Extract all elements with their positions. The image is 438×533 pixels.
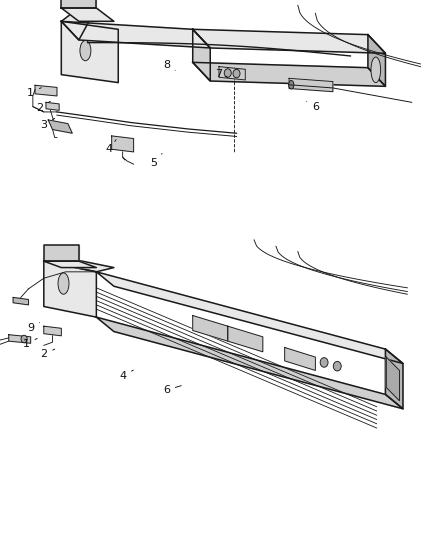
Polygon shape [385, 349, 403, 409]
Polygon shape [9, 335, 31, 343]
Text: 9: 9 [27, 322, 39, 333]
Polygon shape [228, 326, 263, 352]
Ellipse shape [58, 273, 69, 294]
Text: 5: 5 [150, 154, 162, 167]
Text: 2: 2 [40, 349, 55, 359]
Polygon shape [44, 261, 96, 317]
Circle shape [333, 361, 341, 371]
Text: 8: 8 [163, 60, 175, 70]
Polygon shape [44, 245, 79, 261]
Text: 2: 2 [36, 101, 50, 112]
Text: 3: 3 [40, 118, 55, 130]
Text: 6: 6 [307, 101, 319, 111]
Polygon shape [193, 29, 210, 81]
Text: 1: 1 [23, 338, 37, 349]
Polygon shape [46, 102, 59, 110]
Circle shape [224, 69, 231, 77]
Polygon shape [386, 357, 399, 401]
Polygon shape [285, 348, 315, 370]
Polygon shape [61, 21, 210, 48]
Ellipse shape [371, 57, 381, 83]
Polygon shape [61, 8, 114, 21]
Polygon shape [48, 120, 72, 133]
Polygon shape [13, 297, 28, 305]
Ellipse shape [289, 80, 294, 89]
Polygon shape [44, 257, 114, 272]
Polygon shape [44, 326, 61, 336]
Polygon shape [193, 29, 385, 53]
Polygon shape [61, 8, 96, 40]
Polygon shape [368, 35, 385, 86]
Text: 6: 6 [163, 385, 181, 395]
Text: 4: 4 [119, 370, 133, 381]
Polygon shape [193, 316, 228, 341]
Polygon shape [44, 261, 96, 268]
Text: 7: 7 [215, 69, 228, 78]
Polygon shape [61, 0, 96, 8]
Text: 1: 1 [27, 87, 41, 98]
Circle shape [233, 69, 240, 78]
Text: 4: 4 [106, 140, 116, 154]
Polygon shape [61, 21, 118, 83]
Ellipse shape [80, 41, 91, 61]
Polygon shape [96, 272, 403, 364]
Polygon shape [193, 62, 385, 86]
Polygon shape [35, 85, 57, 96]
Polygon shape [219, 67, 245, 80]
Polygon shape [112, 136, 134, 152]
Polygon shape [289, 78, 333, 92]
Circle shape [320, 358, 328, 367]
Polygon shape [96, 317, 403, 409]
Circle shape [21, 335, 27, 343]
